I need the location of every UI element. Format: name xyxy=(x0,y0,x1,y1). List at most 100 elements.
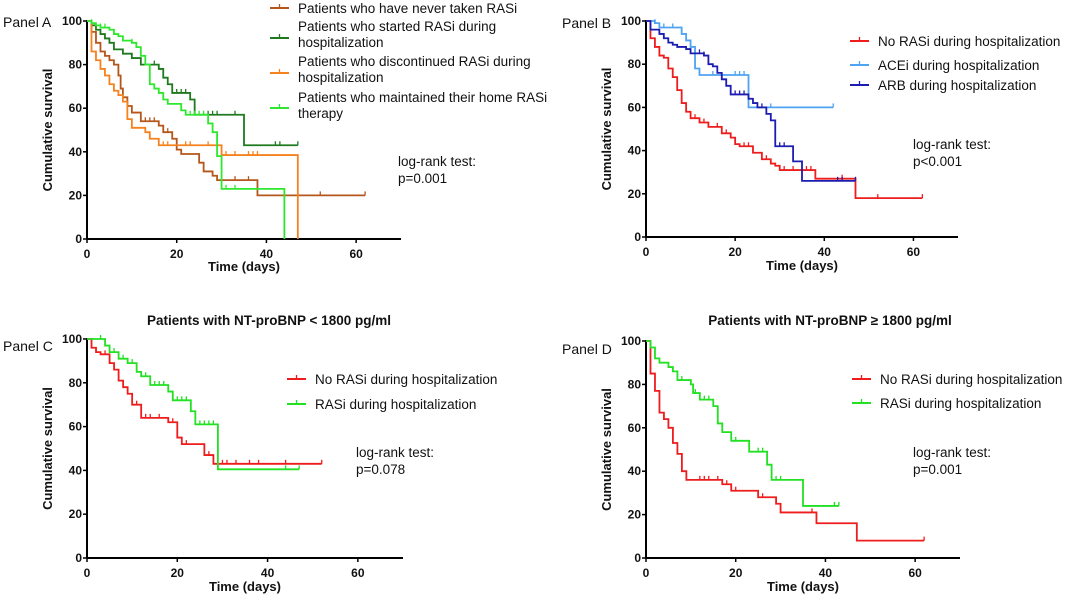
series-1 xyxy=(87,335,300,471)
survival-curve xyxy=(87,338,300,471)
log-rank-annotation: p=0.001 xyxy=(398,171,447,186)
y-tick-label: 100 xyxy=(621,14,641,28)
y-tick-label: 60 xyxy=(69,101,83,115)
legend-label: Patients who discontinued RASi during xyxy=(298,54,531,69)
survival-curve xyxy=(646,340,839,507)
y-tick-label: 40 xyxy=(69,463,83,477)
y-tick-label: 20 xyxy=(628,508,642,522)
x-tick-label: 60 xyxy=(907,245,921,259)
y-tick-label: 20 xyxy=(69,188,83,202)
y-axis-label: Cumulative survival xyxy=(40,387,55,510)
log-rank-annotation: log-rank test: xyxy=(913,137,991,152)
x-axis-label: Time (days) xyxy=(766,258,838,273)
panel-label: Panel D xyxy=(562,341,612,357)
series-1 xyxy=(646,19,834,109)
y-tick-label: 0 xyxy=(75,232,82,246)
y-tick-label: 40 xyxy=(628,144,642,158)
survival-curve xyxy=(646,340,925,542)
panel-label: Panel B xyxy=(562,15,611,31)
x-tick-label: 20 xyxy=(170,247,184,261)
x-tick-label: 0 xyxy=(643,566,650,580)
y-tick-label: 0 xyxy=(634,230,641,244)
series-1 xyxy=(646,340,840,507)
x-tick-label: 20 xyxy=(729,566,743,580)
legend-label: hospitalization xyxy=(298,35,384,50)
series-3 xyxy=(87,19,286,239)
y-tick-label: 80 xyxy=(69,58,83,72)
series-0 xyxy=(87,20,366,197)
survival-curve xyxy=(646,20,923,200)
legend-label: ARB during hospitalization xyxy=(878,78,1036,93)
series-0 xyxy=(646,340,925,542)
log-rank-annotation: log-rank test: xyxy=(398,154,476,169)
y-tick-label: 100 xyxy=(62,14,82,28)
log-rank-annotation: log-rank test: xyxy=(913,445,991,460)
survival-curve xyxy=(87,338,322,465)
y-tick-label: 80 xyxy=(628,377,642,391)
panel-d: 0 20 40 60 80 100 0 20 40 60 Time (days) Cumulative… xyxy=(562,313,1062,594)
log-rank-annotation: log-rank test: xyxy=(356,445,434,460)
panel-label: Panel C xyxy=(3,338,53,354)
log-rank-annotation: p=0.078 xyxy=(356,462,405,477)
x-tick-label: 60 xyxy=(351,566,365,580)
legend-label: No RASi during hospitalization xyxy=(878,34,1060,49)
panel-a: 0 20 40 60 80 100 0 20 40 60 Time (days) Cumulative… xyxy=(3,1,547,274)
y-tick-label: 20 xyxy=(628,187,642,201)
x-tick-label: 60 xyxy=(349,247,363,261)
x-tick-label: 0 xyxy=(643,245,650,259)
panel-b: 0 20 40 60 80 100 0 20 40 60 Time (days) Cumulative… xyxy=(562,14,1060,273)
series-2 xyxy=(87,20,299,239)
series-0 xyxy=(87,338,323,465)
legend-label: Patients who have never taken RASi xyxy=(298,1,517,16)
y-tick-label: 60 xyxy=(69,420,83,434)
x-tick-label: 40 xyxy=(819,566,833,580)
y-tick-label: 0 xyxy=(634,551,641,565)
log-rank-annotation: p<0.001 xyxy=(913,154,962,169)
panel-label: Panel A xyxy=(3,14,52,30)
legend-label: Patients who maintained their home RASi xyxy=(298,90,547,105)
x-tick-label: 0 xyxy=(84,566,91,580)
survival-curve xyxy=(646,20,856,182)
legend-label: hospitalization xyxy=(298,70,384,85)
y-tick-label: 20 xyxy=(69,507,83,521)
y-tick-label: 100 xyxy=(621,334,641,348)
x-tick-label: 20 xyxy=(171,566,185,580)
panel-title: Patients with NT-proBNP ≥ 1800 pg/ml xyxy=(708,313,951,328)
y-tick-label: 40 xyxy=(69,145,83,159)
legend-label: Patients who started RASi during xyxy=(298,19,496,34)
survival-curve xyxy=(87,20,286,239)
legend-label: RASi during hospitalization xyxy=(880,396,1041,411)
survival-curve xyxy=(87,20,298,147)
y-tick-label: 80 xyxy=(69,376,83,390)
series-1 xyxy=(87,20,299,147)
legend-label: therapy xyxy=(298,106,343,121)
y-tick-label: 100 xyxy=(62,332,82,346)
y-axis-label: Cumulative survival xyxy=(599,388,614,511)
x-axis-label: Time (days) xyxy=(208,259,280,274)
y-axis-label: Cumulative survival xyxy=(40,69,55,192)
y-tick-label: 80 xyxy=(628,57,642,71)
x-tick-label: 40 xyxy=(818,245,832,259)
panel-title: Patients with NT-proBNP < 1800 pg/ml xyxy=(147,313,391,328)
survival-curve xyxy=(87,20,366,197)
x-tick-label: 20 xyxy=(728,245,742,259)
y-axis-label: Cumulative survival xyxy=(599,68,614,191)
y-tick-label: 60 xyxy=(628,100,642,114)
x-axis-label: Time (days) xyxy=(767,579,839,594)
survival-curve xyxy=(87,20,299,239)
y-tick-label: 40 xyxy=(628,464,642,478)
y-tick-label: 0 xyxy=(75,551,82,565)
x-tick-label: 40 xyxy=(260,247,274,261)
legend-label: ACEi during hospitalization xyxy=(878,58,1039,73)
x-tick-label: 40 xyxy=(261,566,275,580)
survival-curve xyxy=(646,20,834,109)
y-tick-label: 60 xyxy=(628,421,642,435)
panel-c: 0 20 40 60 80 100 0 20 40 60 Time (days) Cumulative… xyxy=(3,313,497,594)
x-tick-label: 60 xyxy=(908,566,922,580)
x-tick-label: 0 xyxy=(84,247,91,261)
log-rank-annotation: p=0.001 xyxy=(913,462,962,477)
legend-label: No RASi during hospitalization xyxy=(880,372,1062,387)
x-axis-label: Time (days) xyxy=(209,579,281,594)
legend-label: RASi during hospitalization xyxy=(315,397,476,412)
